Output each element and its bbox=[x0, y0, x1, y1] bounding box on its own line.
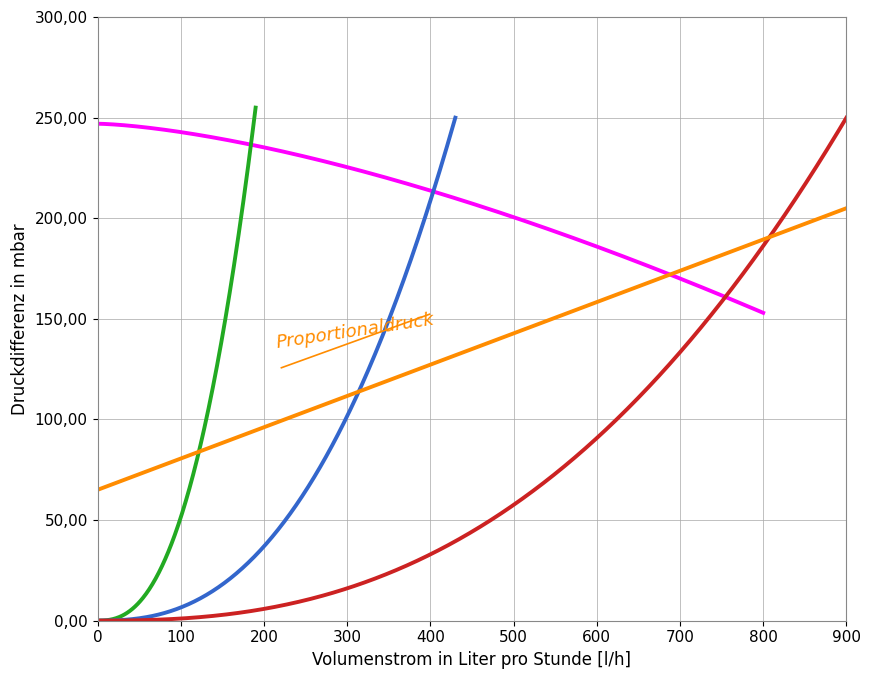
Y-axis label: Druckdifferenz in mbar: Druckdifferenz in mbar bbox=[11, 223, 29, 415]
X-axis label: Volumenstrom in Liter pro Stunde [l/h]: Volumenstrom in Liter pro Stunde [l/h] bbox=[312, 651, 631, 669]
Text: Proportionaldruck: Proportionaldruck bbox=[276, 310, 436, 352]
